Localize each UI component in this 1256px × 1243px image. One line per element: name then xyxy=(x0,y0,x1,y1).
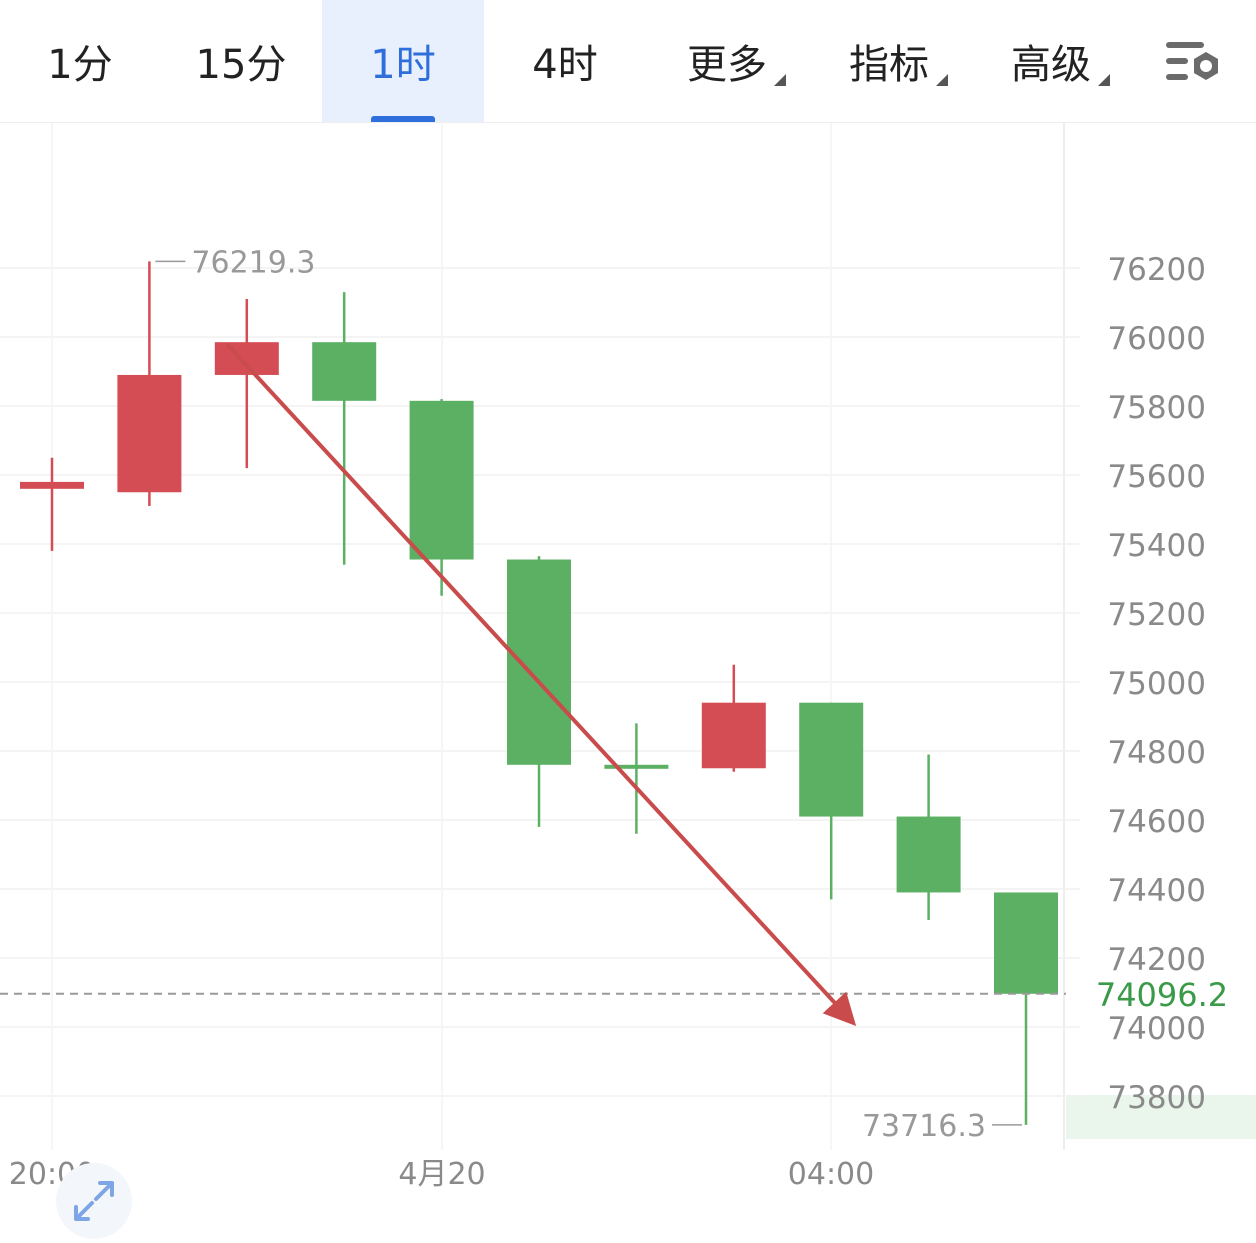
y-tick-label: 74000 xyxy=(1107,1011,1206,1047)
candle-body xyxy=(409,400,474,560)
dropdown-caret-icon xyxy=(936,74,948,86)
tab-label: 4时 xyxy=(532,42,598,88)
candle-body xyxy=(701,702,766,769)
y-tick-label: 75000 xyxy=(1107,666,1206,702)
tab-label: 高级 xyxy=(1011,42,1091,88)
candle-body xyxy=(20,481,84,489)
last-price-label: 74096.2 xyxy=(1096,976,1228,1014)
x-tick-label: 04:00 xyxy=(788,1157,874,1192)
low-price-label: 73716.3 xyxy=(862,1109,986,1144)
high-price-label: 76219.3 xyxy=(191,245,315,280)
candle-body xyxy=(994,892,1058,994)
tab-label: 15分 xyxy=(195,42,287,88)
candle-body xyxy=(312,342,377,401)
candle-body xyxy=(896,816,961,893)
y-tick-label: 75400 xyxy=(1107,528,1206,564)
chart-area[interactable]: 76200 76000 75800 75600 75400 75200 75000 74800… xyxy=(0,123,1256,1239)
dropdown-caret-icon xyxy=(774,74,786,86)
x-tick-label: 4月20 xyxy=(398,1157,485,1192)
tab-label: 1时 xyxy=(370,42,436,88)
candle-body xyxy=(117,374,182,493)
tab-more-dropdown[interactable]: 更多 xyxy=(646,0,808,122)
chart-settings-button[interactable] xyxy=(1160,36,1224,92)
y-tick-label: 74800 xyxy=(1107,735,1206,771)
tab-label: 更多 xyxy=(687,42,767,88)
last-price-highlight xyxy=(1066,1095,1256,1139)
y-tick-label: 76200 xyxy=(1107,252,1206,288)
timeframe-tabbar: 1分 15分 1时 4时 更多 指标 高级 xyxy=(0,0,1256,123)
tab-4hour[interactable]: 4时 xyxy=(484,0,646,122)
candlestick-chart[interactable]: 76200 76000 75800 75600 75400 75200 75000 74800… xyxy=(0,123,1256,1196)
y-tick-label: 75600 xyxy=(1107,459,1206,495)
candle-body xyxy=(799,702,864,817)
y-tick-label: 75200 xyxy=(1107,597,1206,633)
tab-label: 1分 xyxy=(47,42,113,88)
tab-label: 指标 xyxy=(849,42,929,88)
tab-advanced-dropdown[interactable]: 高级 xyxy=(970,0,1132,122)
candle-body xyxy=(214,342,279,375)
y-tick-label: 76000 xyxy=(1107,321,1206,357)
tab-1hour[interactable]: 1时 xyxy=(322,0,484,122)
y-tick-label: 75800 xyxy=(1107,390,1206,426)
expand-chart-button[interactable] xyxy=(56,1163,132,1239)
tab-15min[interactable]: 15分 xyxy=(160,0,322,122)
dropdown-caret-icon xyxy=(1098,74,1110,86)
tab-1min[interactable]: 1分 xyxy=(0,0,160,122)
y-tick-label: 74600 xyxy=(1107,804,1206,840)
chart-settings-icon xyxy=(1166,42,1218,80)
tab-indicators-dropdown[interactable]: 指标 xyxy=(808,0,970,122)
trend-arrow xyxy=(225,342,857,1026)
candle-body xyxy=(507,559,571,765)
expand-icon xyxy=(74,1181,114,1221)
candle-body xyxy=(604,764,669,769)
y-tick-label: 74400 xyxy=(1107,873,1206,909)
y-tick-label: 73800 xyxy=(1107,1080,1206,1116)
active-tab-indicator xyxy=(371,116,435,122)
y-tick-label: 74200 xyxy=(1107,942,1206,978)
